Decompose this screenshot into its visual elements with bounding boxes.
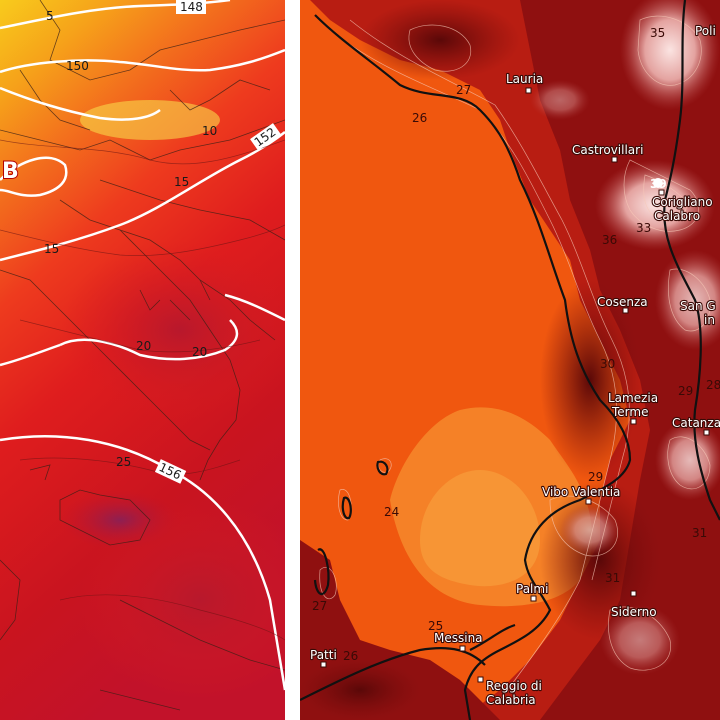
city-label-patti: Patti: [310, 648, 337, 662]
marker-palmi: [530, 595, 537, 602]
calabria-temperature-map: 35 27 26 39 36 33 30 29 28 24 29 31 27 2…: [300, 0, 720, 720]
city-label-poli: Poli: [695, 24, 716, 38]
city-label-san-giovanni: San G: [680, 299, 716, 313]
temp-label-36: 36: [602, 233, 617, 247]
label-box-148: [176, 0, 206, 14]
marker-patti: [320, 661, 327, 668]
isotherm-20-label-b: 20: [192, 345, 207, 359]
city-label-calabro: Calabro: [654, 209, 700, 223]
city-labels: Lauria Castrovillari Corigliano Calabro …: [309, 23, 720, 708]
hot-core-corigliano: [653, 178, 663, 188]
warm-area-south: [80, 500, 285, 700]
detail-map-svg: 35 27 26 39 36 33 30 29 28 24 29 31 27 2…: [300, 0, 720, 720]
isotherm-5-label: 5: [46, 9, 54, 23]
synoptic-map-svg: 148 150 152 156 5 10 15 15 20 20 25: [0, 0, 285, 720]
city-label-palmi: Palmi: [516, 582, 548, 596]
temp-label-30: 30: [600, 357, 615, 371]
isotherm-lines: [0, 139, 285, 641]
temp-label-33: 33: [636, 221, 651, 235]
temp-label-24: 24: [384, 505, 399, 519]
temp-label-39: 39: [650, 177, 667, 191]
temp-label-27-sicily: 27: [312, 599, 327, 613]
city-markers: [320, 87, 710, 683]
hot-spot-pollino: [620, 0, 720, 110]
city-label-lauria: Lauria: [506, 72, 543, 86]
hot-spot-aspromonte: [600, 605, 680, 675]
isotherm-labels: 5 10 15 15 20 20 25: [44, 9, 217, 469]
city-label-calabria: Calabria: [486, 693, 536, 707]
marker-corigliano: [658, 189, 665, 196]
city-label-corigliano: Corigliano: [652, 195, 713, 209]
temp-label-35: 35: [650, 26, 665, 40]
coastlines: [0, 0, 285, 711]
hot-spot-corigliano: [595, 160, 715, 250]
temp-label-25: 25: [428, 619, 443, 633]
marker-reggio: [477, 676, 484, 683]
isotherm-15-label-b: 15: [44, 242, 59, 256]
isotherm-15-label-a: 15: [174, 175, 189, 189]
warm-area: [60, 240, 285, 420]
isohypse-150-label: 150: [66, 59, 89, 73]
city-label-cosenza: Cosenza: [597, 295, 648, 309]
low-pressure-center-label: B: [2, 159, 19, 184]
marker-cosenza: [622, 307, 629, 314]
panel-divider: [285, 0, 300, 720]
city-label-siderno: Siderno: [611, 605, 657, 619]
isotherm-10-label: 10: [202, 124, 217, 138]
dark-core-central: [540, 280, 640, 480]
cooler-sea-core: [420, 470, 540, 587]
hot-spot-serre: [560, 505, 620, 555]
city-label-catanzaro: Catanza: [672, 416, 720, 430]
temperature-labels: 35 27 26 39 36 33 30 29 28 24 29 31 27 2…: [312, 26, 720, 663]
marker-catanzaro: [703, 429, 710, 436]
hot-spot-lauria: [530, 80, 590, 120]
temp-label-26-north: 26: [412, 111, 427, 125]
hot-core-marks: [653, 178, 663, 188]
temp-label-27-north: 27: [456, 83, 471, 97]
city-label-san-giovanni-in: in: [704, 313, 715, 327]
label-box-152: [250, 123, 282, 151]
marker-lauria: [525, 87, 532, 94]
temp-label-29-east: 29: [678, 384, 693, 398]
marker-vibo: [585, 498, 592, 505]
isotherm-20-label-a: 20: [136, 339, 151, 353]
isohypse-148-label: 148: [180, 0, 203, 14]
label-box-156: [154, 459, 187, 484]
marker-messina: [459, 645, 466, 652]
city-label-castrovillari: Castrovillari: [572, 143, 643, 157]
coastline: [300, 0, 720, 720]
dark-core-north: [360, 0, 520, 80]
city-label-vibo-valentia: Vibo Valentia: [542, 485, 620, 499]
temp-label-26-south: 26: [343, 649, 358, 663]
city-label-reggio: Reggio di: [486, 679, 542, 693]
cool-patch: [80, 100, 220, 140]
city-label-lamezia: Lamezia: [608, 391, 658, 405]
dark-core-sicily: [300, 660, 420, 720]
marker-lamezia: [630, 418, 637, 425]
city-label-terme: Terme: [611, 405, 648, 419]
isotherm-25-label: 25: [116, 455, 131, 469]
temp-label-29-west: 29: [588, 470, 603, 484]
city-label-messina: Messina: [434, 631, 483, 645]
marker-castrovillari: [611, 156, 618, 163]
temp-label-31-east: 31: [605, 571, 620, 585]
marker-siderno: [630, 590, 637, 597]
temp-label-31-south: 31: [692, 526, 707, 540]
synoptic-temperature-map: 148 150 152 156 5 10 15 15 20 20 25: [0, 0, 285, 720]
temp-label-28: 28: [706, 378, 720, 392]
